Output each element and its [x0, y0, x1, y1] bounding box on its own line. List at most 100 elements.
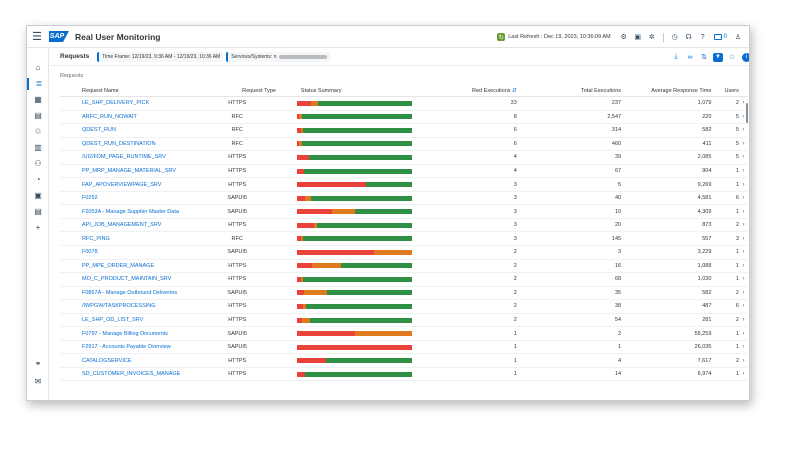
- systems-filter[interactable]: Services/Systems: n: [226, 51, 330, 62]
- row-navigation-icon[interactable]: ›: [742, 181, 745, 188]
- table-row[interactable]: RFC_PING RFC 3 145 557 3 ›: [60, 232, 748, 247]
- time-icon[interactable]: ◔: [35, 175, 41, 184]
- request-name-link[interactable]: SD_CUSTOMER_INVOICES_MANAGE: [82, 371, 181, 378]
- time-frame-filter[interactable]: Time Frame: 12/19/23, 9:36 AM - 12/19/23…: [97, 51, 224, 62]
- row-navigation-icon[interactable]: ›: [742, 303, 745, 310]
- table-row[interactable]: CATALOGSERVICE HTTPS 1 4 7,617 2 ›: [60, 354, 748, 368]
- row-navigation-icon[interactable]: ›: [742, 344, 745, 351]
- filter-icon[interactable]: ▼: [713, 52, 723, 62]
- users-icon[interactable]: ⚇: [34, 159, 42, 168]
- table-row[interactable]: /UI2/FDM_PAGE_RUNTIME_SRV HTTPS 4 39 2,085 5 ›: [60, 151, 748, 165]
- row-navigation-icon[interactable]: ›: [742, 262, 745, 269]
- request-name-link[interactable]: FAP_APOVERVIEWPAGE_SRV: [82, 181, 162, 188]
- row-navigation-icon[interactable]: ›: [742, 317, 745, 324]
- table-row[interactable]: F0078 SAPUI5 2 3 3,229 1 ›: [60, 246, 748, 260]
- request-name-link[interactable]: ARFC_RUN_NOWAIT: [82, 113, 137, 120]
- col-request-name[interactable]: Request Name: [82, 87, 119, 94]
- calendar-icon[interactable]: ▣: [634, 34, 641, 41]
- request-name-link[interactable]: MO_C_PRODUCT_MAINTAIN_SRV: [82, 276, 172, 283]
- home-icon[interactable]: ⌂: [35, 63, 41, 72]
- request-name-link[interactable]: /UI2/FDM_PAGE_RUNTIME_SRV: [82, 154, 166, 161]
- row-navigation-icon[interactable]: ›: [742, 127, 745, 134]
- col-status-summary[interactable]: Status Summary: [300, 87, 342, 94]
- col-users[interactable]: Users: [724, 87, 739, 94]
- row-navigation-icon[interactable]: ›: [742, 249, 745, 256]
- table-row[interactable]: ARFC_RUN_NOWAIT RFC 8 2,547 220 5 ›: [60, 111, 748, 125]
- col-avg-response-time[interactable]: Average Response Time: [651, 87, 712, 94]
- table-row[interactable]: LE_SHP_OD_LIST_SRV HTTPS 2 54 281 2 ›: [60, 314, 748, 328]
- vertical-scrollbar[interactable]: [746, 103, 748, 123]
- row-navigation-icon[interactable]: ›: [742, 168, 745, 174]
- table-row[interactable]: QDEST_RUN_DESTINATION RFC 6 460 411 5 ›: [60, 138, 748, 152]
- row-navigation-icon[interactable]: ›: [742, 154, 745, 161]
- sort-icon[interactable]: ⇅: [701, 54, 707, 61]
- table-row[interactable]: PP_MPE_ORDER_MANAGE HTTPS 2 16 1,088 1 ›: [60, 260, 748, 274]
- request-name-link[interactable]: API_JOB_MANAGEMENT_SRV: [82, 222, 162, 229]
- request-name-link[interactable]: F0867A - Manage Outbound Deliveries: [82, 289, 178, 296]
- table-row[interactable]: F0252 SAPUI5 3 40 4,581 6 ›: [60, 192, 748, 206]
- mail-icon[interactable]: ✉: [34, 377, 42, 386]
- table-row[interactable]: F2053A - Manage Supplier Master Data SAPU…: [60, 205, 748, 219]
- request-name-link[interactable]: PP_MPE_ORDER_MANAGE: [82, 262, 155, 269]
- info-icon[interactable]: i: [742, 52, 749, 62]
- table-row[interactable]: SD_CUSTOMER_INVOICES_MANAGE HTTPS 1 14 6,974…: [60, 368, 748, 382]
- gear-icon[interactable]: ✲: [648, 34, 655, 41]
- request-name-link[interactable]: /IWPGW/TASKPROCESSING: [82, 303, 156, 310]
- table-row[interactable]: PP_MRP_MANAGE_MATERIAL_SRV HTTPS 4 67 904 1 ›: [60, 165, 748, 179]
- table-row[interactable]: MO_C_PRODUCT_MAINTAIN_SRV HTTPS 2 68 1,030 1 ›: [60, 273, 748, 287]
- row-navigation-icon[interactable]: ›: [742, 100, 745, 107]
- table-row[interactable]: LE_SHP_DELIVERY_PICK HTTPS 33 237 1,079 2 ›: [60, 97, 748, 111]
- favorite-star-icon[interactable]: ☆: [728, 54, 736, 61]
- history-icon[interactable]: ◷: [671, 34, 678, 41]
- request-name-link[interactable]: QDEST_RUN_DESTINATION: [82, 140, 156, 147]
- row-navigation-icon[interactable]: ›: [742, 208, 745, 215]
- table-row[interactable]: API_JOB_MANAGEMENT_SRV HTTPS 3 20 873 2 ›: [60, 219, 748, 233]
- share-link-icon[interactable]: ∞: [687, 53, 693, 61]
- request-name-link[interactable]: CATALOGSERVICE: [82, 357, 132, 364]
- row-navigation-icon[interactable]: ›: [742, 330, 745, 337]
- download-icon[interactable]: ⤓: [674, 53, 678, 60]
- request-name-link[interactable]: F0078: [82, 249, 98, 256]
- list-icon[interactable]: ▤: [34, 207, 42, 216]
- breadcrumb[interactable]: Requests: [60, 73, 84, 79]
- row-navigation-icon[interactable]: ›: [742, 289, 745, 296]
- add-icon[interactable]: +: [35, 223, 41, 232]
- table-row[interactable]: F0867A - Manage Outbound Deliveries SAPUI…: [60, 287, 748, 301]
- row-navigation-icon[interactable]: ›: [742, 357, 745, 364]
- col-request-type[interactable]: Request Type: [242, 87, 276, 94]
- grid-icon[interactable]: ▦: [34, 95, 42, 104]
- request-name-link[interactable]: F0797 - Manage Billing Documents: [82, 330, 168, 337]
- help-icon[interactable]: ?: [700, 33, 705, 41]
- menu-icon[interactable]: ☰: [32, 31, 42, 43]
- headset-icon[interactable]: ☊: [685, 34, 692, 41]
- request-name-link[interactable]: RFC_PING: [82, 235, 110, 242]
- row-navigation-icon[interactable]: ›: [742, 140, 745, 147]
- request-name-link[interactable]: F0252: [82, 195, 98, 202]
- row-navigation-icon[interactable]: ›: [742, 113, 745, 120]
- request-name-link[interactable]: F2053A - Manage Supplier Master Data: [82, 208, 179, 215]
- row-navigation-icon[interactable]: ›: [742, 222, 745, 229]
- row-navigation-icon[interactable]: ›: [742, 371, 745, 378]
- settings-icon[interactable]: ⚙: [620, 34, 627, 41]
- requests-list-icon[interactable]: ≣: [27, 78, 49, 90]
- monitor-icon[interactable]: ▣: [34, 191, 42, 200]
- request-name-link[interactable]: LE_SHP_OD_LIST_SRV: [82, 317, 144, 324]
- row-navigation-icon[interactable]: ›: [742, 235, 745, 242]
- request-name-link[interactable]: LE_SHP_DELIVERY_PICK: [82, 100, 150, 107]
- user-avatar-icon[interactable]: ♙: [734, 34, 742, 41]
- table-row[interactable]: F0797 - Manage Billing Documents SAPUI5 1 2…: [60, 327, 748, 341]
- last-refresh[interactable]: ↻ Last Refresh : Dec 19, 2023, 10:36:09 …: [497, 33, 611, 41]
- table-icon[interactable]: ▥: [34, 143, 42, 152]
- link-icon[interactable]: ⚭: [34, 359, 42, 368]
- row-navigation-icon[interactable]: ›: [742, 276, 745, 283]
- request-name-link[interactable]: QDEST_RUN: [82, 127, 116, 134]
- table-row[interactable]: F2917 - Accounts Payable Overview SAPUI5 1…: [60, 341, 748, 355]
- row-navigation-icon[interactable]: ›: [742, 195, 745, 202]
- col-red-executions[interactable]: Red Executions ⇵: [412, 88, 523, 94]
- notifications-button[interactable]: 0: [713, 34, 727, 40]
- col-total-executions[interactable]: Total Executions: [580, 87, 622, 94]
- request-name-link[interactable]: PP_MRP_MANAGE_MATERIAL_SRV: [82, 168, 176, 174]
- request-name-link[interactable]: F2917 - Accounts Payable Overview: [82, 344, 171, 351]
- table-row[interactable]: FAP_APOVERVIEWPAGE_SRV HTTPS 3 5 9,269 1 ›: [60, 178, 748, 192]
- document-icon[interactable]: ▤: [34, 111, 42, 120]
